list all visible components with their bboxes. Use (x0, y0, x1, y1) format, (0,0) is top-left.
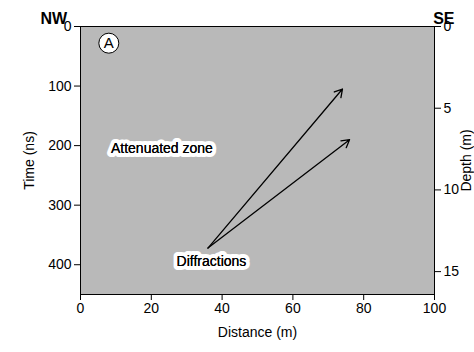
svg-text:300: 300 (48, 197, 72, 213)
svg-text:20: 20 (144, 300, 160, 316)
svg-text:Depth (m): Depth (m) (458, 129, 474, 191)
svg-text:Diffractions: Diffractions (177, 253, 247, 269)
svg-text:100: 100 (423, 300, 447, 316)
svg-text:Distance (m): Distance (m) (218, 324, 297, 340)
svg-text:60: 60 (285, 300, 301, 316)
svg-text:SE: SE (433, 10, 455, 27)
svg-text:NW: NW (41, 10, 69, 27)
svg-text:0: 0 (77, 300, 85, 316)
svg-text:15: 15 (444, 263, 460, 279)
svg-text:400: 400 (48, 256, 72, 272)
svg-text:Attenuated zone: Attenuated zone (111, 140, 213, 156)
svg-text:200: 200 (48, 137, 72, 153)
svg-text:80: 80 (356, 300, 372, 316)
svg-text:10: 10 (443, 181, 460, 198)
svg-text:Time (ns): Time (ns) (21, 131, 37, 190)
svg-text:0: 0 (63, 18, 72, 34)
svg-text:Diffractions: Diffractions (177, 253, 247, 269)
svg-text:100: 100 (48, 78, 72, 94)
svg-text:40: 40 (214, 300, 230, 316)
svg-text:Attenuated zone: Attenuated zone (111, 140, 213, 156)
svg-text:A: A (104, 34, 114, 51)
svg-text:5: 5 (444, 100, 452, 116)
